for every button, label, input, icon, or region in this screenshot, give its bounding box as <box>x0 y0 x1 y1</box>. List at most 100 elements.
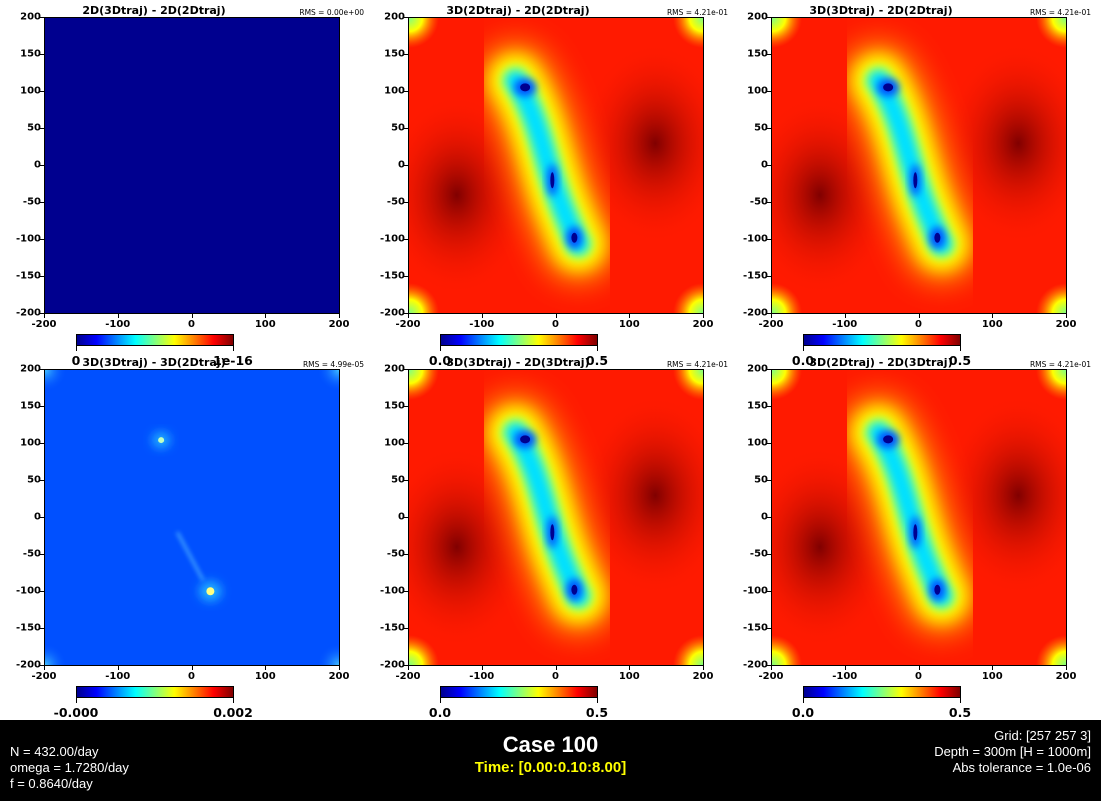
corner-minimum-1 <box>409 18 439 48</box>
y-tick-label: 50 <box>754 474 768 486</box>
y-tick-mark <box>767 443 771 444</box>
x-tick-label: -200 <box>31 319 57 330</box>
y-tick-mark <box>404 313 408 314</box>
y-tick-mark <box>40 202 44 203</box>
y-tick-mark <box>40 54 44 55</box>
y-tick-label: 200 <box>747 363 768 375</box>
rms-label: RMS = 4.21e-01 <box>666 8 728 17</box>
colorbar-max-label: 0.5 <box>585 353 609 368</box>
corner-minimum-3 <box>772 635 802 665</box>
panel-title: 2D(3Dtraj) - 2D(2Dtraj) <box>82 4 226 17</box>
x-tick-label: 200 <box>692 319 714 330</box>
colorbar-min-label: 0.0 <box>428 353 452 368</box>
y-tick-label: -150 <box>379 270 405 282</box>
y-tick-label: 150 <box>20 400 41 412</box>
y-tick-label: -100 <box>379 585 405 597</box>
corner-minimum-1 <box>772 18 802 48</box>
field-maximum-left <box>409 447 532 647</box>
y-tick-mark <box>40 128 44 129</box>
x-tick-mark <box>117 666 119 670</box>
y-tick-label: -100 <box>742 585 768 597</box>
x-tick-mark <box>918 666 920 670</box>
minimum-top-core <box>883 435 894 444</box>
y-tick-label: -50 <box>386 196 405 208</box>
y-tick-label: -50 <box>22 196 41 208</box>
y-tick-label: 100 <box>747 437 768 449</box>
corner-minimum-3 <box>772 283 802 313</box>
info-footer: N = 432.00/day omega = 1.7280/day f = 0.… <box>0 720 1101 801</box>
y-tick-mark <box>767 91 771 92</box>
x-tick-mark <box>117 314 119 318</box>
y-tick-label: 200 <box>20 363 41 375</box>
depth-value: Depth = 300m [H = 1000m] <box>934 744 1091 759</box>
y-tick-label: 0 <box>761 159 768 171</box>
case-header: Case 100 Time: [0.00:0.10:8.00] <box>0 732 1101 778</box>
heatmap-svg <box>409 18 703 313</box>
y-tick-mark <box>404 406 408 407</box>
y-tick-label: -200 <box>15 659 41 671</box>
buoyancy-frequency: N = 432.00/day <box>10 744 99 759</box>
y-tick-mark <box>40 480 44 481</box>
y-tick-label: -50 <box>22 548 41 560</box>
x-tick-mark <box>265 314 267 318</box>
x-tick-mark <box>703 666 704 670</box>
y-tick-mark <box>40 443 44 444</box>
time-range: Time: [0.00:0.10:8.00] <box>474 759 627 776</box>
y-tick-label: 100 <box>20 437 41 449</box>
x-tick-mark <box>481 314 483 318</box>
y-tick-mark <box>404 591 408 592</box>
y-tick-mark <box>767 665 771 666</box>
rms-label: RMS = 0.00e+00 <box>299 8 364 17</box>
colorbar-tick <box>440 346 441 351</box>
minimum-top-core <box>883 83 894 92</box>
y-tick-label: 50 <box>391 474 405 486</box>
y-tick-label: 0 <box>34 511 41 523</box>
minimum-bottom-core <box>571 232 578 243</box>
corner-minimum-2 <box>1036 370 1066 400</box>
y-tick-mark <box>767 628 771 629</box>
heatmap-plot <box>771 17 1067 314</box>
x-tick-mark <box>629 314 631 318</box>
y-tick-mark <box>40 406 44 407</box>
x-tick-label: -200 <box>395 671 421 682</box>
x-tick-label: 200 <box>328 319 350 330</box>
y-tick-label: -100 <box>379 233 405 245</box>
corner-minimum-2 <box>673 370 703 400</box>
y-tick-label: -200 <box>742 659 768 671</box>
field-maximum-left <box>409 95 532 295</box>
peak-bottom <box>206 587 215 596</box>
colorbar-tick <box>440 698 441 703</box>
colorbar-min-label: 0.0 <box>428 705 452 720</box>
field-maximum-right <box>580 395 703 596</box>
corner-minimum-4 <box>1036 283 1066 313</box>
colorbar-tick <box>960 346 961 351</box>
y-tick-mark <box>767 17 771 18</box>
colorbar-tick <box>233 698 234 703</box>
y-tick-label: 100 <box>747 85 768 97</box>
y-tick-label: -50 <box>749 196 768 208</box>
plot-panel-3: 3D(3Dtraj) - 2D(2Dtraj) RMS = 4.21e-01 200… <box>731 4 1091 368</box>
y-tick-label: 200 <box>747 11 768 23</box>
y-tick-mark <box>404 628 408 629</box>
corner-glow-3 <box>45 643 67 665</box>
field-maximum-right <box>943 43 1066 244</box>
x-tick-label: 100 <box>981 671 1003 682</box>
colorbar-min-label: 0.0 <box>791 353 815 368</box>
x-tick-label: 0 <box>915 671 922 682</box>
y-tick-mark <box>40 17 44 18</box>
minimum-bottom-core <box>934 232 941 243</box>
x-tick-label: 0 <box>188 319 195 330</box>
x-tick-mark <box>191 314 193 318</box>
colorbar-tick <box>76 698 77 703</box>
y-tick-label: -50 <box>386 548 405 560</box>
y-tick-mark <box>404 165 408 166</box>
y-tick-mark <box>40 665 44 666</box>
case-title: Case 100 <box>502 732 599 757</box>
y-tick-mark <box>40 369 44 370</box>
x-tick-mark <box>339 666 340 670</box>
minimum-middle-core <box>913 172 918 189</box>
plot-panel-1: 2D(3Dtraj) - 2D(2Dtraj) RMS = 0.00e+00 200… <box>4 4 364 368</box>
x-tick-label: -200 <box>31 671 57 682</box>
y-tick-label: 150 <box>747 400 768 412</box>
y-tick-label: 0 <box>34 159 41 171</box>
